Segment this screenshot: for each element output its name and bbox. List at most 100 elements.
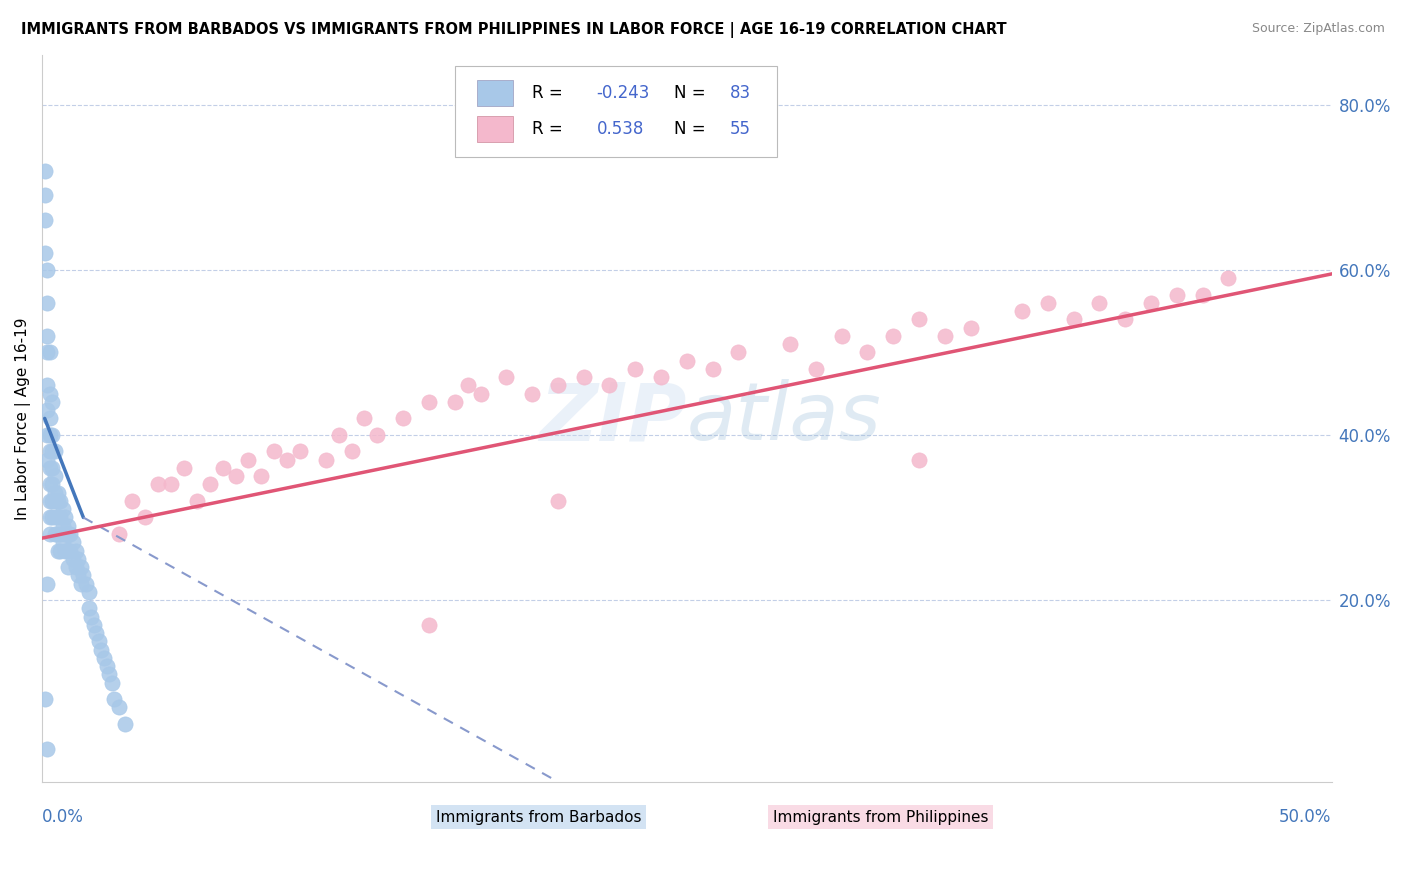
Point xyxy=(108,700,131,714)
Point xyxy=(46,543,69,558)
Point xyxy=(1114,312,1136,326)
Point xyxy=(67,551,90,566)
Point xyxy=(41,461,63,475)
Point xyxy=(1036,295,1059,310)
Point xyxy=(340,444,363,458)
Point xyxy=(56,518,79,533)
Point xyxy=(37,295,59,310)
Text: atlas: atlas xyxy=(688,379,882,458)
Point xyxy=(1011,304,1033,318)
Point xyxy=(44,494,66,508)
Point xyxy=(831,329,853,343)
Point xyxy=(37,329,59,343)
Point xyxy=(1191,287,1213,301)
Point xyxy=(37,378,59,392)
Text: IMMIGRANTS FROM BARBADOS VS IMMIGRANTS FROM PHILIPPINES IN LABOR FORCE | AGE 16-: IMMIGRANTS FROM BARBADOS VS IMMIGRANTS F… xyxy=(21,22,1007,38)
Point xyxy=(418,617,440,632)
Text: ZIP: ZIP xyxy=(540,379,688,458)
Point xyxy=(856,345,879,359)
Point xyxy=(572,370,595,384)
Point xyxy=(98,667,121,681)
Point xyxy=(44,510,66,524)
Point xyxy=(37,428,59,442)
Text: Source: ZipAtlas.com: Source: ZipAtlas.com xyxy=(1251,22,1385,36)
Point xyxy=(38,477,60,491)
Point xyxy=(52,502,75,516)
Point xyxy=(114,717,136,731)
Point xyxy=(52,518,75,533)
Point xyxy=(37,576,59,591)
Point xyxy=(328,428,350,442)
Point xyxy=(882,329,904,343)
Point xyxy=(238,452,260,467)
Point xyxy=(69,576,91,591)
Point xyxy=(38,527,60,541)
Text: 0.538: 0.538 xyxy=(596,120,644,138)
Point xyxy=(52,535,75,549)
Point xyxy=(37,741,59,756)
Point xyxy=(37,452,59,467)
Point xyxy=(779,337,801,351)
Text: Immigrants from Philippines: Immigrants from Philippines xyxy=(772,810,988,825)
Point xyxy=(59,527,82,541)
Point xyxy=(41,477,63,491)
Point xyxy=(90,642,112,657)
Point xyxy=(225,469,247,483)
Text: 50.0%: 50.0% xyxy=(1279,807,1331,826)
Point xyxy=(186,494,208,508)
Point xyxy=(72,568,94,582)
Point xyxy=(457,378,479,392)
Point xyxy=(547,378,569,392)
Point xyxy=(59,543,82,558)
Point xyxy=(34,188,56,202)
Point xyxy=(276,452,298,467)
Point xyxy=(34,246,56,260)
Point xyxy=(1063,312,1085,326)
Point xyxy=(41,494,63,508)
Point xyxy=(160,477,183,491)
Point xyxy=(908,452,931,467)
Point xyxy=(198,477,221,491)
Point xyxy=(65,560,87,574)
Point xyxy=(250,469,273,483)
FancyBboxPatch shape xyxy=(477,80,513,106)
Point xyxy=(41,428,63,442)
Point xyxy=(49,543,72,558)
Point xyxy=(67,568,90,582)
Point xyxy=(108,527,131,541)
Point xyxy=(1140,295,1163,310)
Point xyxy=(121,494,143,508)
Point xyxy=(77,601,100,615)
FancyBboxPatch shape xyxy=(454,66,778,157)
Point xyxy=(93,651,115,665)
Point xyxy=(934,329,956,343)
Point xyxy=(53,510,76,524)
Point xyxy=(46,510,69,524)
Point xyxy=(146,477,169,491)
Point xyxy=(77,584,100,599)
Point xyxy=(38,494,60,508)
Point xyxy=(44,469,66,483)
Text: R =: R = xyxy=(531,84,562,102)
Point xyxy=(46,494,69,508)
Point xyxy=(727,345,749,359)
Point xyxy=(41,510,63,524)
Point xyxy=(56,543,79,558)
Y-axis label: In Labor Force | Age 16-19: In Labor Force | Age 16-19 xyxy=(15,318,31,520)
Point xyxy=(103,692,125,706)
Point xyxy=(650,370,672,384)
Point xyxy=(100,675,122,690)
Text: 0.0%: 0.0% xyxy=(42,807,84,826)
Point xyxy=(44,444,66,458)
Point xyxy=(173,461,195,475)
Point xyxy=(37,403,59,417)
Point xyxy=(1088,295,1111,310)
Point xyxy=(69,560,91,574)
Point xyxy=(46,485,69,500)
Point xyxy=(520,386,543,401)
Point xyxy=(959,320,981,334)
Point xyxy=(96,659,118,673)
Point xyxy=(87,634,110,648)
Point xyxy=(392,411,415,425)
Point xyxy=(624,362,647,376)
